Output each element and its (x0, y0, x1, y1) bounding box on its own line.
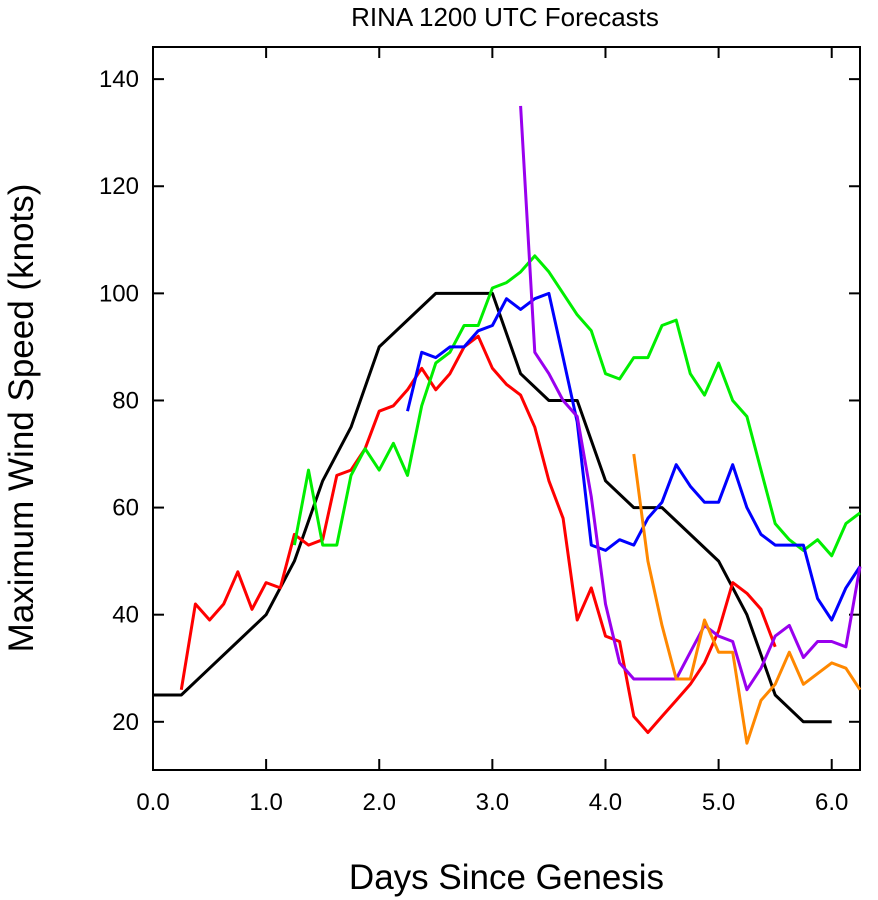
series-line-2 (292, 254, 861, 558)
y-tick-label: 140 (99, 66, 139, 93)
x-tick-label: 3.0 (476, 789, 509, 816)
x-tick-label: 4.0 (589, 789, 622, 816)
y-tick-label: 100 (99, 280, 139, 307)
x-tick-label: 0.0 (136, 789, 169, 816)
series-line-4 (519, 105, 862, 692)
x-tick-label: 1.0 (249, 789, 282, 816)
series-line-1 (179, 334, 777, 734)
plot-frame (152, 46, 861, 771)
x-tick-label: 2.0 (363, 789, 396, 816)
y-axis-label: Maximum Wind Speed (knots) (2, 183, 41, 653)
x-tick-label: 5.0 (702, 789, 735, 816)
series-line-3 (406, 291, 862, 622)
x-axis-label: Days Since Genesis (348, 858, 665, 897)
y-tick-label: 20 (112, 709, 139, 736)
y-tick-label: 120 (99, 173, 139, 200)
y-tick-label: 60 (112, 495, 139, 522)
x-tick-label: 6.0 (815, 789, 848, 816)
chart-title: RINA 1200 UTC Forecasts (351, 2, 659, 32)
series-line-5 (632, 453, 862, 745)
y-tick-label: 40 (112, 602, 139, 629)
y-tick-label: 80 (112, 387, 139, 414)
series-line-0 (153, 291, 832, 724)
